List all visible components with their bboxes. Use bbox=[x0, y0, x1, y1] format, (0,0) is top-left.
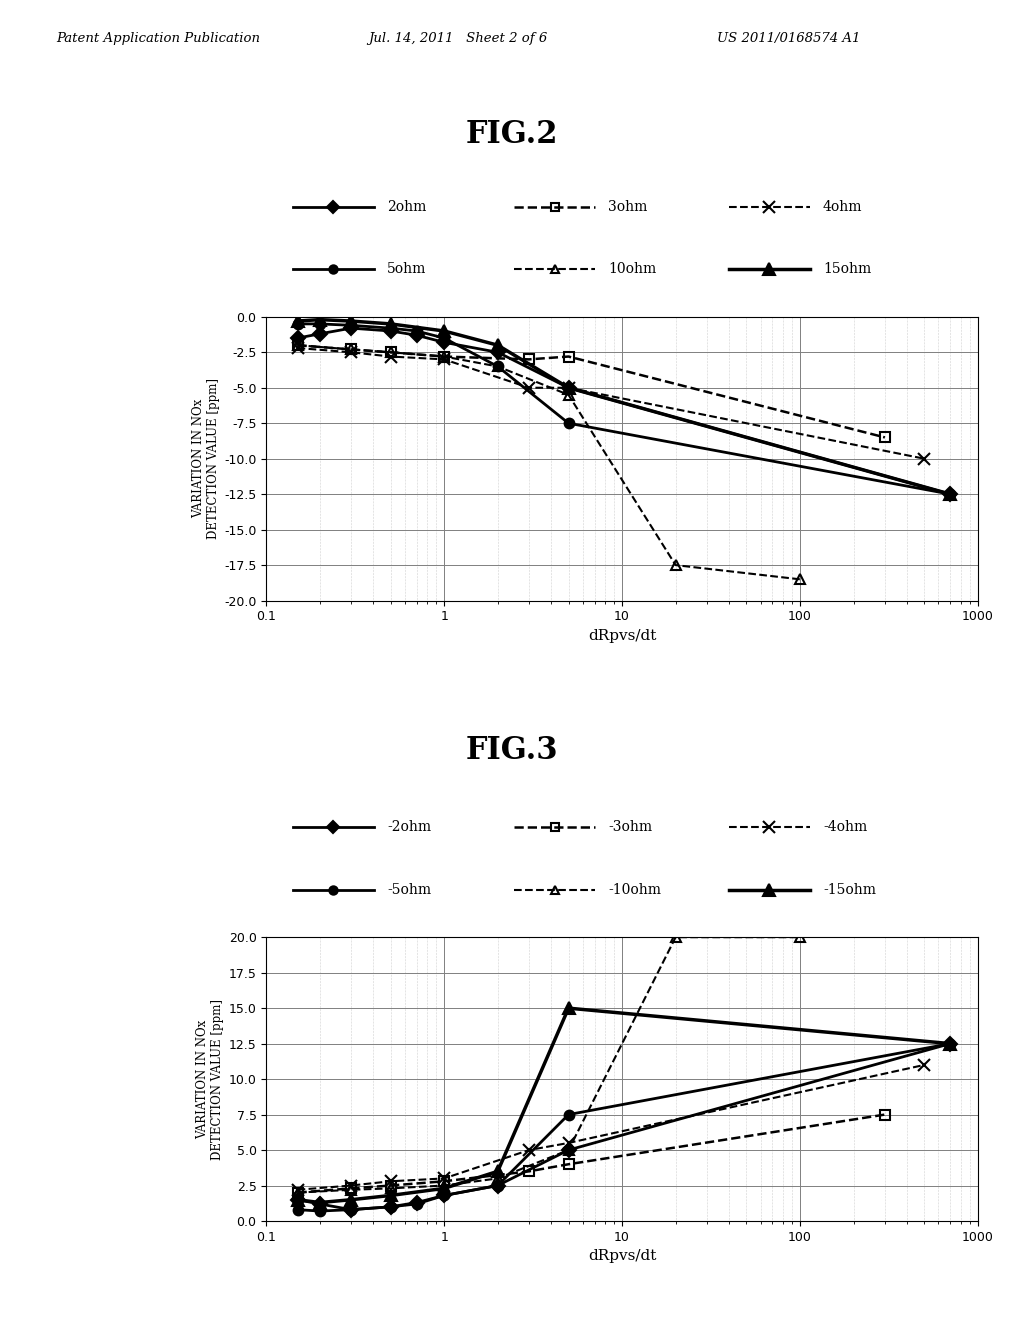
Text: 2ohm: 2ohm bbox=[387, 199, 426, 214]
Text: -5ohm: -5ohm bbox=[387, 883, 431, 896]
Text: -2ohm: -2ohm bbox=[387, 820, 431, 834]
Text: -15ohm: -15ohm bbox=[823, 883, 876, 896]
Text: FIG.2: FIG.2 bbox=[466, 119, 558, 149]
Y-axis label: VARIATION IN NOx
DETECTION VALUE [ppm]: VARIATION IN NOx DETECTION VALUE [ppm] bbox=[191, 379, 220, 539]
Text: -3ohm: -3ohm bbox=[608, 820, 652, 834]
Text: 3ohm: 3ohm bbox=[608, 199, 648, 214]
Text: 5ohm: 5ohm bbox=[387, 263, 426, 276]
Text: Patent Application Publication: Patent Application Publication bbox=[56, 32, 260, 45]
X-axis label: dRpvs/dt: dRpvs/dt bbox=[588, 628, 656, 643]
Text: Jul. 14, 2011   Sheet 2 of 6: Jul. 14, 2011 Sheet 2 of 6 bbox=[369, 32, 548, 45]
Text: -4ohm: -4ohm bbox=[823, 820, 867, 834]
Text: 15ohm: 15ohm bbox=[823, 263, 871, 276]
X-axis label: dRpvs/dt: dRpvs/dt bbox=[588, 1249, 656, 1263]
Text: -10ohm: -10ohm bbox=[608, 883, 662, 896]
Text: 10ohm: 10ohm bbox=[608, 263, 656, 276]
Y-axis label: VARIATION IN NOx
DETECTION VALUE [ppm]: VARIATION IN NOx DETECTION VALUE [ppm] bbox=[197, 999, 224, 1159]
Text: FIG.3: FIG.3 bbox=[466, 735, 558, 766]
Text: US 2011/0168574 A1: US 2011/0168574 A1 bbox=[717, 32, 860, 45]
Text: 4ohm: 4ohm bbox=[823, 199, 862, 214]
